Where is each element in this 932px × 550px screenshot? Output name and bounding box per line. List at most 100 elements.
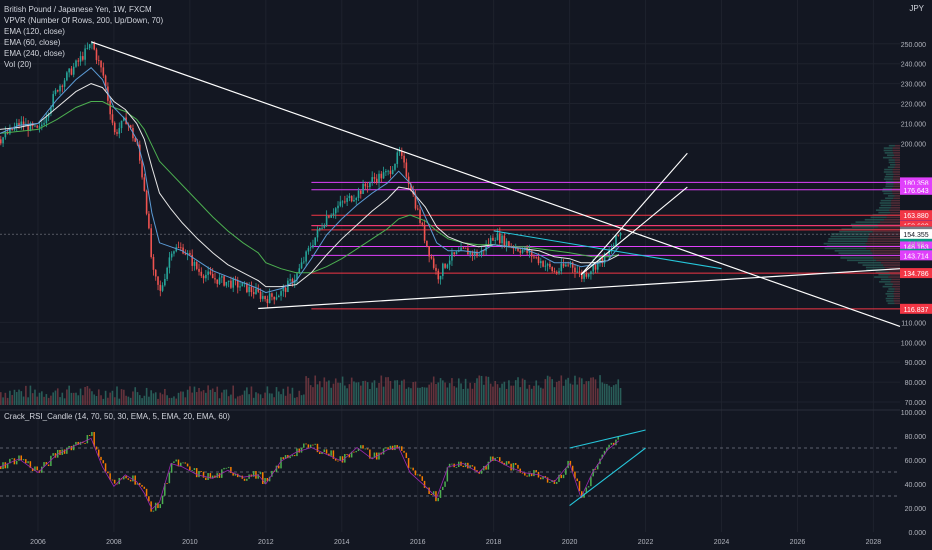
volume-bar xyxy=(428,384,430,405)
volume-bar xyxy=(61,392,64,405)
rsi-candle xyxy=(184,462,187,464)
rsi-candle xyxy=(332,450,335,459)
rsi-candle xyxy=(175,459,177,462)
ema-60-line xyxy=(0,67,620,294)
volume-profile-bar-down xyxy=(877,223,900,226)
price-candle xyxy=(560,263,563,272)
price-axis-tick-label: 80.000 xyxy=(905,380,927,387)
rsi-ema-line xyxy=(0,437,620,510)
price-axis-tick-label: 110.000 xyxy=(901,320,926,327)
rsi-candle xyxy=(596,464,599,470)
indicator-ema-120[interactable]: EMA (120, close) xyxy=(4,27,65,36)
indicator-volume[interactable]: Vol (20) xyxy=(4,60,32,69)
price-candle xyxy=(195,261,198,269)
volume-profile-bar-up xyxy=(888,159,895,161)
rsi-candle xyxy=(15,460,18,465)
rsi-candle xyxy=(27,461,29,464)
volume-bar xyxy=(223,389,225,405)
rsi-candle xyxy=(13,458,16,465)
volume-profile-bar-up xyxy=(885,180,894,183)
volume-profile-bar-up xyxy=(887,195,895,197)
rsi-candle xyxy=(189,466,191,471)
price-level-tag xyxy=(900,210,932,221)
volume-profile-bar-up xyxy=(888,161,895,164)
volume-bar xyxy=(380,375,383,405)
price-level-tag xyxy=(900,268,932,279)
price-candle xyxy=(346,198,348,202)
price-candle xyxy=(170,253,173,258)
price-axis[interactable]: 250.000 240.000 230.000 220.000 210.000 200.0… xyxy=(901,42,926,407)
volume-bar xyxy=(355,382,358,405)
indicator-vpvr[interactable]: VPVR (Number Of Rows, 200, Up/Down, 70) xyxy=(4,16,164,25)
price-candle xyxy=(439,276,442,280)
currency-label[interactable]: JPY xyxy=(909,4,924,13)
rsi-candle xyxy=(152,510,155,512)
channel-upper-line xyxy=(580,152,688,276)
volume-profile-bar-down xyxy=(893,180,900,183)
volume-bar xyxy=(382,386,385,405)
rsi-candle xyxy=(159,504,161,509)
indicator-ema-240[interactable]: EMA (240, close) xyxy=(4,49,65,58)
price-candle xyxy=(578,271,581,273)
rsi-axis[interactable]: 100.000 80.000 60.000 40.000 20.000 0.000 xyxy=(901,410,926,537)
symbol-title[interactable]: British Pound / Japanese Yen, 1W, FXCM xyxy=(4,5,152,14)
price-candle xyxy=(145,190,148,214)
volume-bar xyxy=(508,380,510,405)
volume-bar xyxy=(59,397,61,405)
rsi-candle xyxy=(535,470,537,472)
price-candle xyxy=(97,60,100,61)
volume-bar xyxy=(47,397,50,405)
time-axis-tick-label: 2020 xyxy=(562,539,578,546)
rsi-candle xyxy=(211,475,214,479)
volume-profile-bar-down xyxy=(883,264,900,266)
volume-profile-bar-down xyxy=(893,173,900,176)
rsi-candle xyxy=(448,463,451,468)
rsi-pane[interactable] xyxy=(0,429,900,512)
rsi-candle xyxy=(462,465,465,468)
rsi-candle xyxy=(109,473,111,480)
volume-bar xyxy=(437,382,440,405)
price-candle xyxy=(544,265,547,267)
volume-bar xyxy=(385,377,387,405)
price-axis-tick-label: 230.000 xyxy=(901,82,926,89)
rsi-candle xyxy=(63,449,66,454)
volume-profile-bar-down xyxy=(892,187,900,190)
chart-legend[interactable]: British Pound / Japanese Yen, 1W, FXCM V… xyxy=(4,4,163,70)
rsi-candle xyxy=(154,502,157,511)
volume-bar xyxy=(471,388,474,405)
volume-bar xyxy=(15,392,18,405)
volume-profile-bar-up xyxy=(841,228,874,231)
volume-profile-bar-up xyxy=(862,264,884,266)
price-candle xyxy=(177,247,180,249)
volume-profile-bar-down xyxy=(878,226,900,228)
rsi-candle xyxy=(391,445,394,451)
volume-bar xyxy=(435,383,437,405)
price-candle xyxy=(334,208,337,214)
rsi-candle xyxy=(476,470,478,473)
indicator-ema-60[interactable]: EMA (60, close) xyxy=(4,38,61,47)
trendline-drawings[interactable] xyxy=(90,41,901,327)
volume-profile-bar-up xyxy=(882,285,893,288)
rsi-candle xyxy=(444,481,446,487)
price-candle xyxy=(104,75,107,87)
volume-profile-bar-up xyxy=(880,204,892,207)
volume-bar xyxy=(248,394,250,405)
time-axis[interactable]: 2006 2008 2010 2012 2014 2016 2018 2020 2022 2024… xyxy=(30,539,881,546)
volume-profile-bar-up xyxy=(879,206,891,209)
price-candle xyxy=(318,228,321,230)
price-candle xyxy=(505,241,508,247)
volume-bar xyxy=(401,380,403,405)
rsi-indicator-title[interactable]: Crack_RSI_Candle (14, 70, 50, 30, EMA, 5… xyxy=(4,412,230,421)
price-chart[interactable] xyxy=(0,40,622,308)
volume-bar xyxy=(191,392,193,405)
volume-bar xyxy=(362,381,364,405)
rsi-candle xyxy=(116,483,118,485)
price-candle xyxy=(34,125,36,127)
price-candle xyxy=(275,297,278,300)
rsi-candle xyxy=(403,450,405,453)
price-candle xyxy=(537,257,540,264)
price-candle xyxy=(416,208,419,210)
price-candle xyxy=(27,123,29,131)
rsi-candle xyxy=(590,476,592,487)
